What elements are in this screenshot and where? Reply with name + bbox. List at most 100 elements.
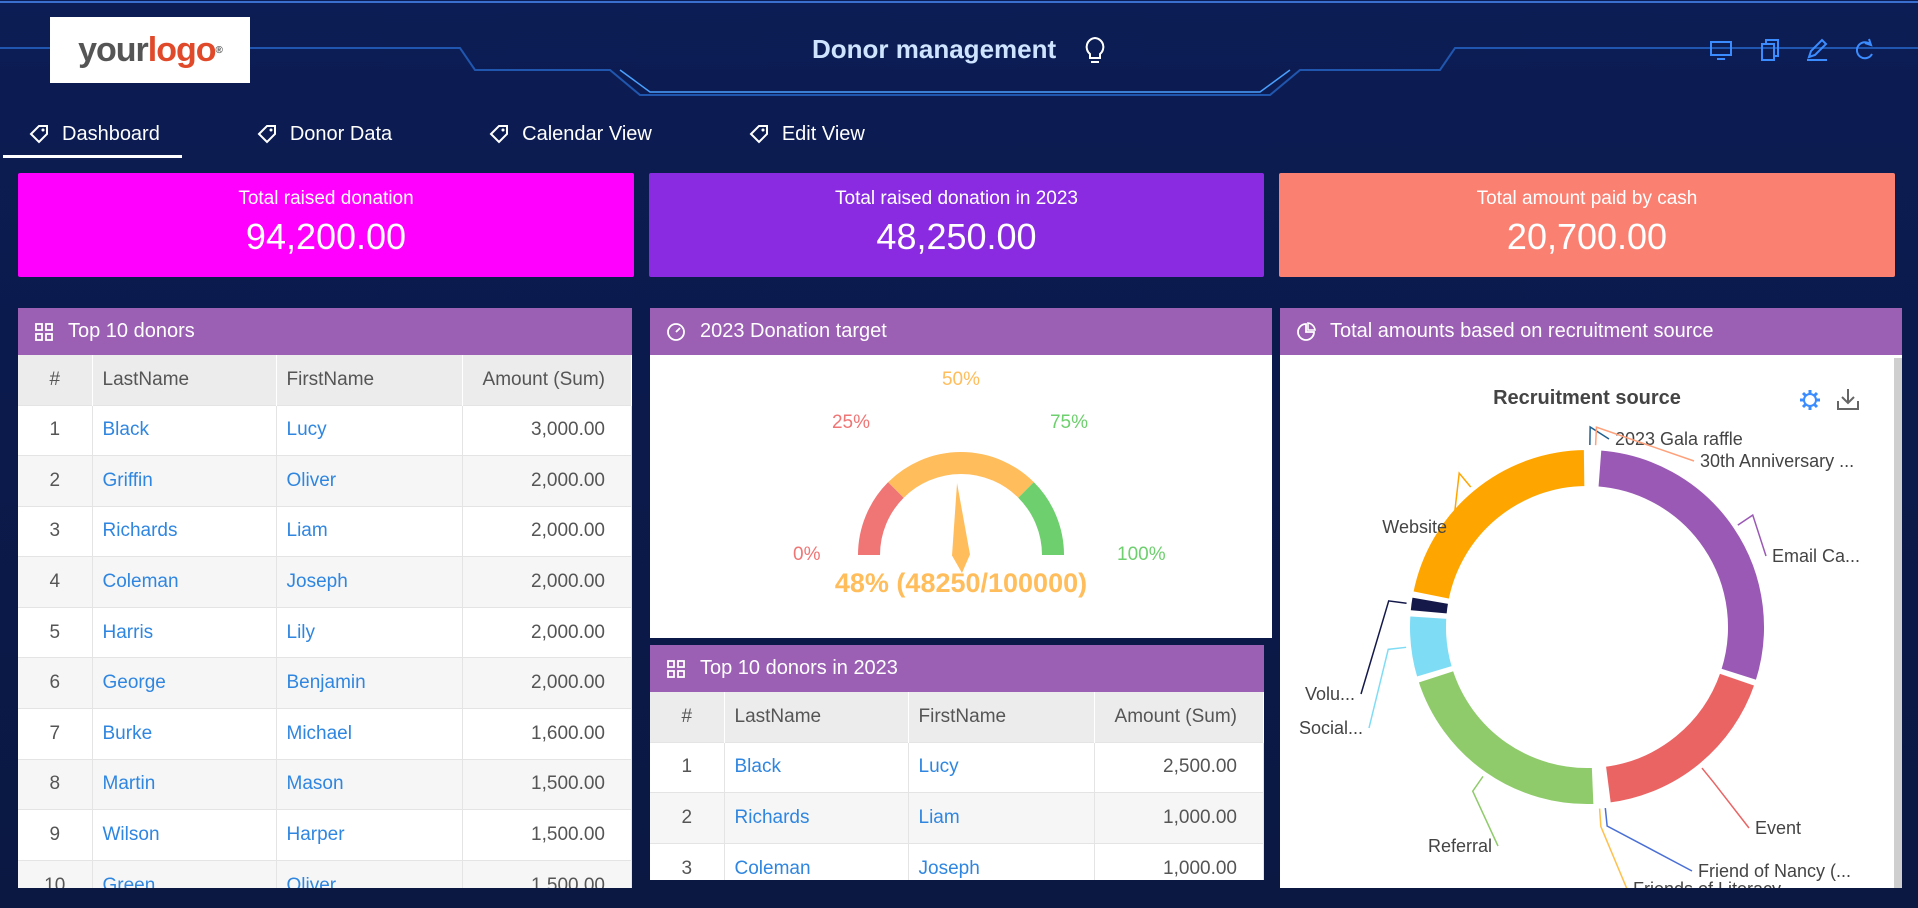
donut-slice[interactable] — [1595, 765, 1602, 806]
cell-firstname[interactable]: Harper — [276, 809, 463, 861]
cell-firstname[interactable]: Michael — [276, 708, 463, 760]
tab-edit-view[interactable]: Edit View — [722, 110, 887, 158]
cell-lastname[interactable]: Burke — [92, 708, 277, 760]
grid-icon — [667, 659, 685, 678]
column-header-amount[interactable]: Amount (Sum) — [1094, 692, 1264, 742]
cell-firstname[interactable]: Liam — [908, 792, 1095, 844]
donut-slice[interactable] — [1599, 765, 1607, 806]
logo-text-your: your — [78, 30, 149, 69]
slice-label: Email Ca... — [1772, 546, 1860, 566]
cell-lastname[interactable]: Richards — [92, 505, 277, 557]
leader-line — [1594, 426, 1695, 462]
column-header-lastname[interactable]: LastName — [724, 692, 909, 742]
table-row[interactable]: 5 Harris Lily 2,000.00 — [18, 606, 632, 658]
gauge-value-label: 48% (48250/100000) — [835, 568, 1087, 598]
cell-firstname[interactable]: Benjamin — [276, 657, 463, 709]
slice-label: Website — [1382, 517, 1447, 537]
tab-label: Dashboard — [62, 122, 160, 145]
table-row[interactable]: 2 Richards Liam 1,000.00 — [650, 792, 1264, 844]
tab-donor-data[interactable]: Donor Data — [230, 110, 414, 158]
cell-lastname[interactable]: Black — [92, 404, 277, 456]
slice-label: Friends of Literacy — [1633, 879, 1781, 888]
leader-line — [1737, 513, 1767, 557]
cell-rank: 5 — [18, 606, 93, 658]
panel-header: Top 10 donors — [18, 308, 632, 355]
leader-line — [1452, 471, 1472, 528]
column-header-lastname[interactable]: LastName — [92, 355, 277, 405]
table-row[interactable]: 9 Wilson Harper 1,500.00 — [18, 809, 632, 861]
cell-rank: 9 — [18, 809, 93, 861]
cell-amount: 1,000.00 — [1094, 792, 1264, 844]
cell-amount: 1,500.00 — [462, 859, 632, 888]
tab-calendar-view[interactable]: Calendar View — [462, 110, 674, 158]
cell-firstname[interactable]: Lucy — [276, 404, 463, 456]
panel-scrollbar[interactable] — [1894, 358, 1902, 888]
panel-title: Top 10 donors — [68, 320, 195, 342]
edit-icon[interactable] — [1804, 38, 1830, 62]
donut-slice[interactable] — [1416, 668, 1596, 806]
cell-lastname[interactable]: Green — [92, 859, 277, 888]
cell-lastname[interactable]: Coleman — [92, 556, 277, 608]
column-header-firstname[interactable]: FirstName — [908, 692, 1095, 742]
column-header-amount[interactable]: Amount (Sum) — [462, 355, 632, 405]
table-row[interactable]: 6 George Benjamin 2,000.00 — [18, 657, 632, 709]
cell-lastname[interactable]: Martin — [92, 758, 277, 810]
kpi-label: Total amount paid by cash — [1476, 188, 1698, 209]
refresh-icon[interactable] — [1852, 38, 1878, 62]
table-row[interactable]: 7 Burke Michael 1,600.00 — [18, 708, 632, 760]
cell-lastname[interactable]: Wilson — [92, 809, 277, 861]
cell-firstname[interactable]: Joseph — [276, 556, 463, 608]
settings-icon[interactable] — [1800, 390, 1820, 410]
table-row[interactable]: 4 Coleman Joseph 2,000.00 — [18, 556, 632, 608]
table-row[interactable]: 3 Richards Liam 2,000.00 — [18, 505, 632, 557]
cell-firstname[interactable]: Lucy — [908, 741, 1095, 793]
top-donors-2023-panel: Top 10 donors in 2023 # LastName FirstNa… — [650, 645, 1264, 880]
grid-icon — [35, 322, 53, 341]
cell-firstname[interactable]: Mason — [276, 758, 463, 810]
donut-slice[interactable] — [1411, 448, 1587, 601]
column-header-rank[interactable]: # — [650, 692, 725, 742]
cell-firstname[interactable]: Liam — [276, 505, 463, 557]
tab-label: Calendar View — [522, 122, 652, 145]
cell-lastname[interactable]: Harris — [92, 606, 277, 658]
table-row[interactable]: 8 Martin Mason 1,500.00 — [18, 758, 632, 810]
lightbulb-icon[interactable] — [1083, 36, 1107, 66]
cell-firstname[interactable]: Joseph — [908, 842, 1095, 880]
column-header-firstname[interactable]: FirstName — [276, 355, 463, 405]
donut-slice[interactable] — [1587, 448, 1592, 489]
donut-slice[interactable] — [1408, 595, 1451, 616]
cell-firstname[interactable]: Oliver — [276, 455, 463, 507]
leader-line — [1368, 646, 1407, 729]
column-header-rank[interactable]: # — [18, 355, 93, 405]
donut-slice[interactable] — [1596, 448, 1766, 683]
donut-slice[interactable] — [1408, 614, 1455, 679]
logo-registered-mark: ® — [215, 44, 223, 56]
table-row[interactable]: 10 Green Oliver 1,500.00 — [18, 859, 632, 888]
cell-lastname[interactable]: Black — [724, 741, 909, 793]
cell-rank: 1 — [18, 404, 93, 456]
tab-dashboard[interactable]: Dashboard — [0, 110, 182, 158]
tab-label: Donor Data — [289, 122, 393, 145]
cell-firstname[interactable]: Lily — [276, 606, 463, 658]
table-row[interactable]: 2 Griffin Oliver 2,000.00 — [18, 455, 632, 507]
donation-gauge: 0% 25% 50% 75% 100% 48% (48250/100000) — [793, 369, 1166, 598]
kpi-value: 20,700.00 — [1506, 216, 1668, 257]
gauge-icon — [667, 322, 685, 341]
donut-slice[interactable] — [1592, 448, 1598, 489]
gauge-tick-label: 25% — [832, 412, 870, 433]
cell-lastname[interactable]: Griffin — [92, 455, 277, 507]
copy-icon[interactable] — [1756, 38, 1782, 62]
monitor-icon[interactable] — [1708, 38, 1734, 62]
slice-label: Event — [1755, 818, 1801, 838]
table-row[interactable]: 1 Black Lucy 3,000.00 — [18, 404, 632, 456]
cell-lastname[interactable]: George — [92, 657, 277, 709]
donut-slice[interactable] — [1603, 671, 1757, 805]
table-row[interactable]: 1 Black Lucy 2,500.00 — [650, 741, 1264, 793]
cell-amount: 2,000.00 — [462, 606, 632, 658]
download-icon[interactable] — [1837, 389, 1859, 410]
cell-lastname[interactable]: Richards — [724, 792, 909, 844]
cell-firstname[interactable]: Oliver — [276, 859, 463, 888]
cell-lastname[interactable]: Coleman — [724, 842, 909, 880]
table-row[interactable]: 3 Coleman Joseph 1,000.00 — [650, 842, 1264, 880]
leader-line — [1360, 600, 1407, 695]
